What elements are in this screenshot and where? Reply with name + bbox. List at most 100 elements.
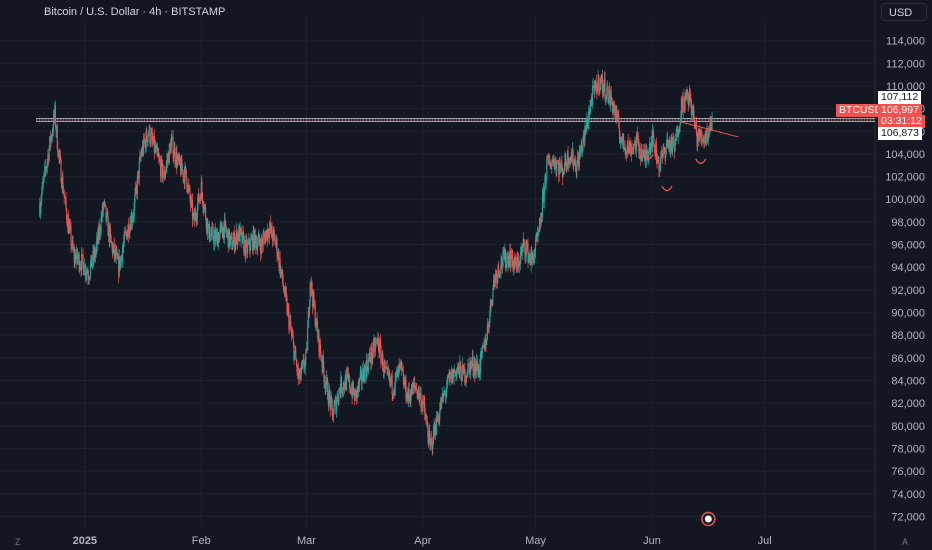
countdown-tag: 03:31:12 bbox=[878, 115, 925, 128]
candle-body bbox=[543, 186, 545, 202]
candle-body bbox=[380, 345, 382, 363]
candle-body bbox=[544, 177, 547, 184]
candle-body bbox=[487, 325, 489, 327]
candle-body bbox=[425, 419, 427, 421]
candle-body bbox=[494, 277, 496, 283]
candle-body bbox=[327, 399, 329, 405]
candle-body bbox=[259, 242, 261, 247]
candle-body bbox=[181, 170, 184, 172]
candle-body bbox=[410, 395, 412, 402]
candle-body bbox=[195, 212, 197, 218]
candle-body bbox=[170, 140, 172, 153]
candle-body bbox=[444, 392, 446, 394]
candle-body bbox=[175, 161, 177, 165]
candle-body bbox=[317, 330, 319, 339]
candle-body bbox=[681, 97, 683, 100]
candle-body bbox=[250, 239, 252, 251]
candle-body bbox=[293, 342, 295, 361]
candle-body bbox=[268, 234, 270, 237]
candle-body bbox=[282, 282, 284, 288]
candle-body bbox=[606, 87, 608, 96]
candle-body bbox=[481, 351, 483, 353]
x-tick-label: 2025 bbox=[73, 535, 97, 547]
candle-body bbox=[568, 160, 570, 164]
candle-body bbox=[225, 221, 227, 230]
candle-body bbox=[118, 256, 120, 276]
candle-body bbox=[268, 228, 271, 237]
candle-body bbox=[630, 149, 632, 156]
candle-body bbox=[329, 389, 331, 398]
candle-body bbox=[648, 144, 651, 151]
candle-body bbox=[571, 154, 573, 162]
candle-body bbox=[339, 389, 341, 394]
currency-button[interactable]: USD bbox=[881, 3, 927, 21]
candle-body bbox=[91, 263, 93, 268]
candle-body bbox=[608, 89, 610, 100]
candle-body bbox=[60, 159, 62, 183]
candle-body bbox=[392, 393, 394, 395]
candle-body bbox=[644, 151, 646, 159]
candle-body bbox=[692, 105, 694, 112]
auto-scale-button[interactable]: A bbox=[902, 537, 909, 547]
candle-body bbox=[446, 377, 448, 388]
candle-body bbox=[252, 236, 254, 251]
candle-body bbox=[104, 201, 106, 204]
candle-body bbox=[208, 224, 210, 241]
candle-body bbox=[287, 307, 289, 311]
timezone-button[interactable]: Z bbox=[15, 537, 21, 547]
candle-body bbox=[248, 238, 251, 249]
candle-body bbox=[579, 150, 581, 155]
candle-body bbox=[119, 257, 122, 268]
candle-body bbox=[175, 152, 177, 165]
candle-body bbox=[333, 405, 335, 415]
candle-body bbox=[441, 393, 443, 398]
candle-body bbox=[322, 355, 324, 368]
candle-body bbox=[300, 374, 302, 380]
candle-body bbox=[459, 362, 461, 373]
candle-body bbox=[486, 339, 488, 345]
candle-body bbox=[682, 110, 684, 112]
candle-body bbox=[685, 92, 687, 98]
candle-body bbox=[247, 243, 249, 253]
candle-body bbox=[455, 371, 457, 378]
candle-body bbox=[229, 238, 231, 247]
candle-body bbox=[462, 364, 464, 366]
candle-body bbox=[491, 301, 493, 306]
candle-body bbox=[143, 137, 145, 154]
candle-body bbox=[385, 366, 388, 368]
candle-body bbox=[122, 247, 124, 251]
candle-body bbox=[86, 271, 88, 274]
candle-body bbox=[113, 243, 115, 256]
candle-body bbox=[286, 298, 288, 314]
candle-body bbox=[130, 215, 132, 230]
candle-body bbox=[109, 228, 112, 236]
candle-body bbox=[263, 234, 266, 237]
candle-body bbox=[518, 262, 520, 268]
candle-body bbox=[614, 108, 616, 112]
candle-body bbox=[339, 388, 341, 390]
candle-body bbox=[499, 274, 501, 276]
candle-body bbox=[200, 196, 202, 201]
candle-body bbox=[295, 350, 297, 360]
candle-body bbox=[500, 258, 502, 271]
candle-body bbox=[334, 401, 336, 406]
candle-body bbox=[232, 240, 234, 247]
candle-body bbox=[690, 101, 692, 116]
candle-body bbox=[668, 141, 670, 148]
candle-body bbox=[419, 395, 421, 400]
candle-body bbox=[570, 154, 572, 160]
candle-body bbox=[245, 239, 247, 242]
candle-body bbox=[401, 363, 403, 369]
candle-body bbox=[323, 367, 325, 382]
candle-body bbox=[544, 177, 546, 187]
candle-body bbox=[206, 218, 208, 229]
candle-body bbox=[297, 366, 299, 378]
candle-body bbox=[628, 142, 630, 153]
candle-body bbox=[533, 257, 535, 264]
candle-body bbox=[90, 255, 92, 265]
candle-body bbox=[521, 246, 523, 253]
candle-body bbox=[542, 190, 544, 196]
y-tick-label: 88,000 bbox=[891, 330, 925, 342]
candle-body bbox=[167, 153, 169, 161]
